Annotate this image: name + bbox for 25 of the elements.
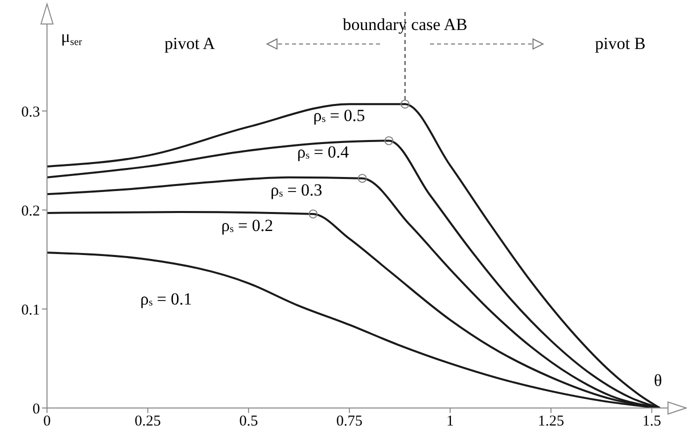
series-label: ρ$_{s}$ = 0.5 — [313, 106, 366, 126]
x-tick-label: 0 — [43, 414, 51, 430]
annotation: pivot A — [164, 34, 216, 53]
y-tick-label: 0.1 — [21, 302, 40, 318]
y-tick-label: 0.2 — [21, 203, 40, 220]
x-tick-label: 0.75 — [336, 414, 363, 430]
series-label: ρ$_{s}$ = 0.1 — [140, 289, 192, 309]
y-tick-label: 0.3 — [21, 104, 40, 120]
y-axis-title: μ$_{ser}$ — [61, 27, 83, 48]
series-label: ρ$_{s}$ = 0.3 — [270, 180, 322, 200]
series-label: ρ$_{s}$ = 0.4 — [297, 142, 350, 162]
series-label: ρ$_{s}$ = 0.2 — [221, 216, 274, 236]
x-tick-label: 0.5 — [239, 414, 258, 430]
point — [308, 209, 318, 218]
ref-line-label: boundary case AB — [342, 15, 468, 34]
x-tick-label: 1.25 — [538, 414, 564, 430]
point — [384, 136, 394, 146]
x-tick-label: 1.5 — [642, 414, 662, 430]
point — [400, 100, 410, 109]
x-tick-label: 1 — [446, 414, 454, 430]
x-axis-title: θ — [654, 371, 662, 390]
point — [358, 174, 367, 183]
x-tick-label: 0.25 — [134, 414, 161, 430]
annotation: pivot B — [595, 34, 646, 53]
y-tick-label: 0 — [32, 401, 40, 418]
